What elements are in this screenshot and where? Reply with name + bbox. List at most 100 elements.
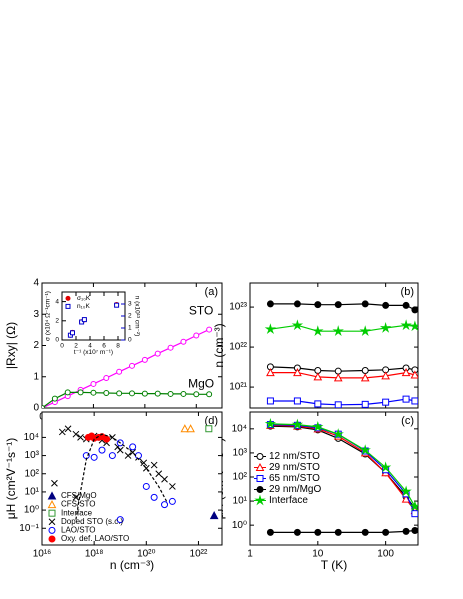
marker [264,417,277,429]
y-axis-label: n (cm⁻³) [212,323,226,367]
marker [402,527,410,535]
marker [154,390,161,397]
marker [332,325,344,337]
marker [361,400,369,408]
marker [379,461,392,473]
marker [42,405,45,408]
y2-tick-label: 0 [128,337,132,344]
plot-area [51,424,219,524]
marker [103,435,111,443]
marker [411,510,418,518]
marker [150,493,158,501]
marker [410,370,418,379]
marker [103,390,110,396]
x-axis-label: n (cm⁻³) [110,558,154,572]
y-tick-label: 4 [55,298,59,305]
x-tick-label: 10¹⁸ [85,549,104,560]
marker [266,368,275,377]
marker [169,483,176,490]
x-tick-label: 1 [247,549,253,560]
series-line [270,324,415,332]
marker [401,368,411,377]
legend-marker [65,295,71,301]
y-tick-label: 3 [33,309,39,320]
marker [361,366,369,374]
marker [116,446,124,454]
legend-marker [48,526,56,534]
marker [134,452,142,460]
legend-marker [48,518,56,526]
legend-label: 29 nm/STO [269,462,320,473]
legend-label: Doped STO (s.c.) [61,517,123,526]
series-label: MgO [188,376,214,390]
marker [209,511,219,520]
marker [64,389,71,396]
marker [334,301,342,309]
marker [379,321,392,333]
marker [193,332,200,339]
marker [114,302,120,308]
marker [72,430,80,438]
marker [168,497,176,505]
y-tick-label: 10²³ [229,302,247,313]
marker [382,528,390,536]
plot-area [67,301,120,338]
legend-label: CFS/MgO [61,491,97,500]
series-line [75,433,168,520]
legend-label: Interface [269,495,308,506]
legend-label: LAO/STO [61,525,96,534]
marker [193,391,200,398]
plot-area [264,417,418,536]
marker [150,461,158,469]
marker [411,527,418,535]
series-line [270,423,416,507]
x-tick-label: 10¹⁶ [33,549,52,560]
marker [359,325,371,337]
marker [129,390,135,397]
marker [409,320,418,332]
marker [116,390,123,397]
y-axis-label: |Rxy| (Ω) [4,322,18,369]
marker [154,350,161,357]
marker [314,528,322,536]
legend-label: Interface [61,508,93,517]
plot-area [264,300,418,408]
marker [206,326,213,333]
marker [402,395,410,403]
marker [293,368,302,377]
y2-tick-label: 1 [128,325,132,332]
y2-tick-label: 2 [128,313,132,320]
series-line [270,371,416,379]
marker [314,400,322,408]
marker [103,375,110,381]
x-tick-label: 0 [60,343,64,350]
legend-label: CFS/STO [61,500,96,509]
y-tick-label: 10⁴ [232,423,247,434]
marker [312,420,324,432]
marker [180,338,187,345]
marker [314,301,322,309]
legend-marker [65,303,71,309]
panel: 10¹⁶ 10¹⁸ 10²⁰ 10²² 10⁻¹ 10⁰ 10¹ 10² 10³ 10⁴ n (cm… [4,411,223,572]
x-axis-label: T (K) [321,558,347,572]
y-tick-label: 10²¹ [229,382,247,393]
y2-tick-label: 3 [128,301,132,308]
y-tick-label: 10² [233,472,248,483]
y-tick-label: 4 [33,278,39,289]
marker [266,300,274,308]
marker [332,428,344,440]
plot-frame [41,411,223,546]
marker [98,446,106,454]
y-tick-label: 1 [33,371,39,382]
marker [161,475,168,483]
y-tick-label: 10² [25,468,40,479]
marker [411,306,418,314]
y-tick-label: 0 [33,403,39,414]
marker [77,389,84,396]
y-axis-label: σ (x10⁴ Ω⁻¹cm⁻¹) [45,291,52,341]
marker [180,424,190,433]
panel-label: (a) [205,286,218,298]
marker [382,398,390,406]
